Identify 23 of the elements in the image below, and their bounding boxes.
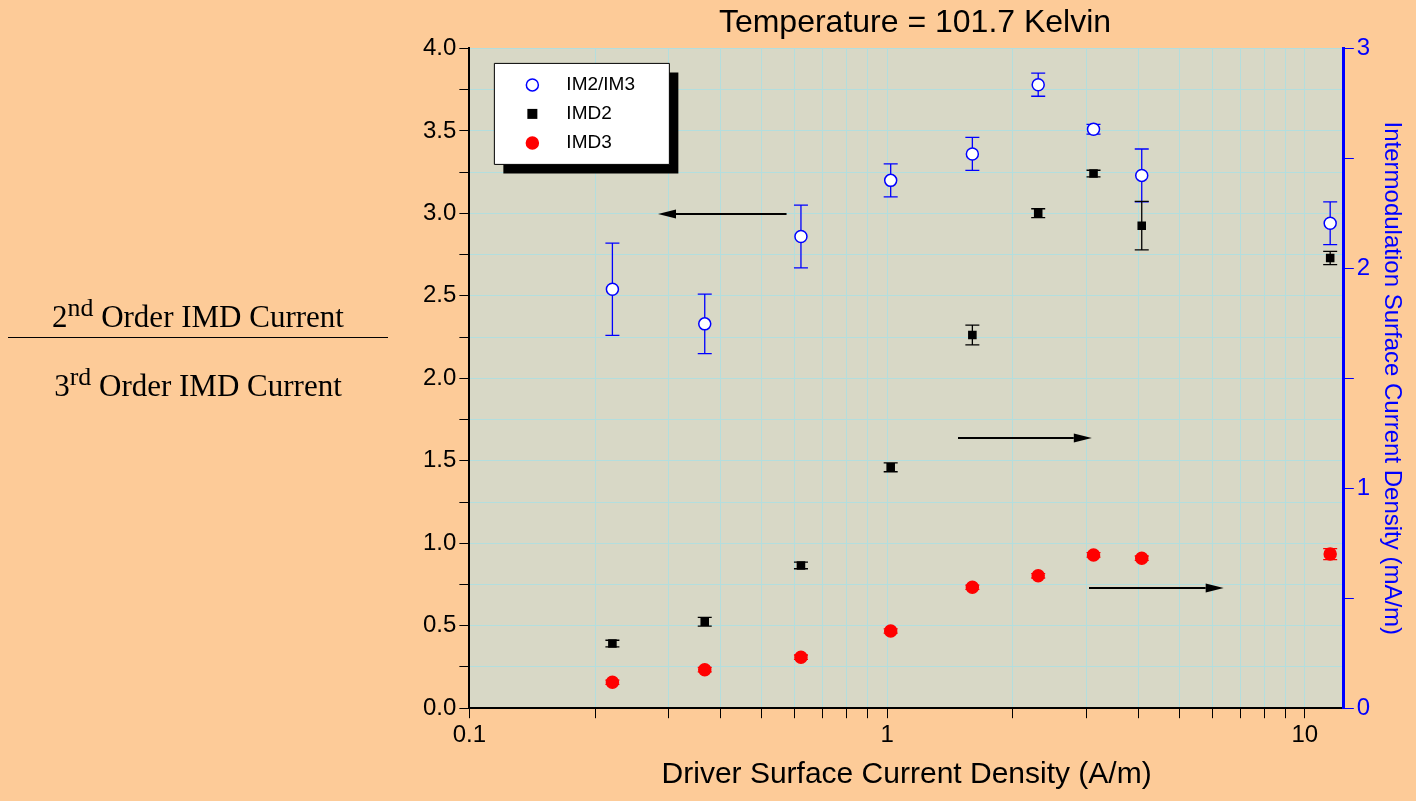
- x-tick-label: 0.1: [452, 720, 487, 748]
- legend-label: IMD2: [566, 102, 612, 124]
- y-tick-label: 0.5: [422, 610, 457, 638]
- y2-tick-label: 2: [1356, 252, 1371, 280]
- legend-label: IM2/IM3: [566, 73, 635, 95]
- x-axis-title: Driver Surface Current Density (A/m): [661, 756, 1152, 790]
- y2-tick-label: 3: [1356, 33, 1371, 61]
- y-tick-label: 2.0: [422, 362, 457, 390]
- x-tick-label: 10: [1291, 720, 1319, 748]
- text: 2$^{nd}$ Order IMD Current 3$^{rd}$ Order IMD Current: [52, 293, 344, 404]
- y-tick-label: 2.5: [422, 280, 457, 308]
- y2-tick-label: 1: [1356, 472, 1371, 500]
- y2-axis-title: Intermodulation Surface Current Density (mA/m): [1379, 121, 1407, 636]
- y-tick-label: 3.0: [422, 197, 457, 225]
- legend-label: IMD3: [566, 131, 612, 153]
- chart-title: Temperature = 101.7 Kelvin: [718, 3, 1112, 40]
- y-tick-label: 1.5: [422, 445, 457, 473]
- y-tick-label: 4.0: [422, 33, 457, 61]
- y-tick-label: 0.0: [422, 692, 457, 720]
- y2-tick-label: 0: [1356, 692, 1371, 720]
- x-tick-label: 1: [880, 720, 894, 748]
- y-tick-label: 3.5: [422, 115, 457, 143]
- y-tick-label: 1.0: [422, 527, 457, 555]
